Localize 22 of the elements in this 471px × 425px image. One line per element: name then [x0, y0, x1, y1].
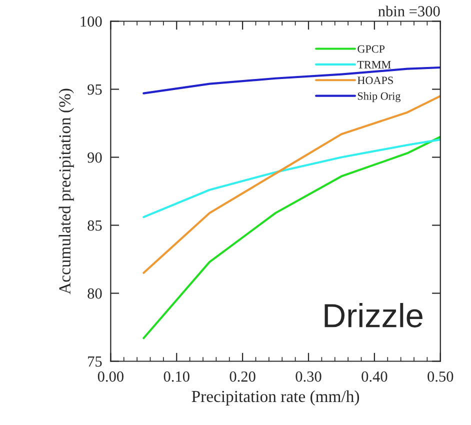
y-axis-title: Accumulated precipitation (%) — [58, 88, 74, 294]
legend-label: TRMM — [357, 61, 391, 68]
text: nbin =300 — [378, 6, 440, 16]
x-tick-label: 0.40 — [362, 371, 388, 382]
y-tick-label: 85 — [88, 220, 102, 231]
x-tick-label: 0.50 — [428, 371, 454, 382]
legend-label: GPCP — [358, 45, 385, 53]
x-tick-label: 0.30 — [296, 371, 322, 382]
x-tick-label: 0.20 — [230, 371, 256, 382]
y-tick-label: 80 — [88, 288, 102, 299]
annotation: Drizzle — [324, 302, 422, 328]
legend-label: HOAPS — [358, 76, 393, 84]
legend-label: Ship Orig — [358, 92, 400, 102]
x-axis-title: Precipitation rate (mm/h) — [192, 390, 360, 406]
x-tick-label: 0.10 — [164, 371, 190, 382]
y-tick-label: 95 — [88, 84, 102, 95]
y-tick-label: 100 — [80, 16, 102, 27]
y-tick-label: 90 — [88, 152, 102, 163]
line-series — [142, 136, 440, 340]
y-tick-label: 75 — [88, 356, 102, 367]
line-series — [142, 138, 440, 218]
x-tick-label: 0.00 — [98, 371, 124, 382]
